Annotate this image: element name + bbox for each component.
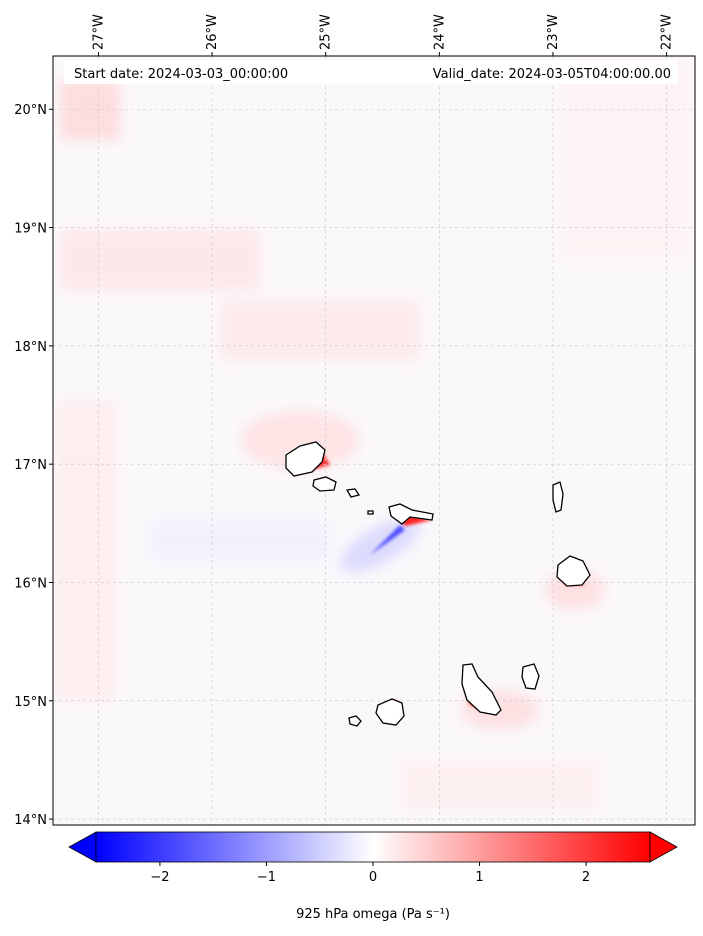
- lon-tick-label: 24°W: [432, 14, 447, 50]
- lon-tick-label: 22°W: [660, 14, 675, 50]
- lat-tick-label: 16°N: [14, 576, 47, 591]
- colorbar-tick-label: −2: [150, 870, 169, 885]
- lon-tick-label: 26°W: [205, 14, 220, 50]
- lat-tick-label: 19°N: [14, 222, 47, 237]
- colorbar-tick-label: 1: [475, 870, 483, 885]
- colorbar-tick-label: 2: [582, 870, 590, 885]
- lat-tick-label: 20°N: [14, 103, 47, 118]
- start-date-text: Start date: 2024-03-03_00:00:00: [74, 67, 288, 82]
- colorbar-tick-label: 0: [369, 870, 377, 885]
- island-ilheu: [367, 510, 374, 515]
- island-fogo: [375, 698, 405, 726]
- valid-date-text: Valid_date: 2024-03-05T04:00:00.00: [433, 67, 671, 82]
- colorbar-body: [95, 831, 651, 863]
- lon-tick-label: 25°W: [319, 14, 334, 50]
- colorbar-extend-max: [649, 831, 678, 863]
- colorbar-ticks: −2 −1 0 1 2: [150, 862, 590, 885]
- colorbar: −2 −1 0 1 2 925 hPa omega (Pa s⁻¹): [68, 831, 678, 922]
- header-strip: [64, 60, 678, 84]
- island-sal: [552, 481, 564, 513]
- latitude-ticks: 20°N 19°N 18°N 17°N 16°N 15°N 14°N: [14, 103, 53, 828]
- island-brava: [348, 715, 362, 727]
- lon-tick-label: 23°W: [546, 14, 561, 50]
- colorbar-extend-min: [68, 831, 97, 863]
- map-frame: [52, 55, 696, 826]
- gridlines: [53, 56, 695, 825]
- lon-tick-label: 27°W: [91, 14, 106, 50]
- island-santiago: [461, 663, 502, 716]
- island-santo-antao: [285, 441, 326, 477]
- lat-tick-label: 14°N: [14, 813, 47, 828]
- island-sao-nicolau: [388, 503, 434, 525]
- omega-field: [53, 56, 695, 825]
- longitude-ticks: 27°W 26°W 25°W 24°W 23°W 22°W: [91, 14, 675, 56]
- island-maio: [521, 663, 540, 690]
- lat-tick-label: 18°N: [14, 340, 47, 355]
- island-coastlines: [285, 441, 591, 727]
- colorbar-label: 925 hPa omega (Pa s⁻¹): [296, 907, 450, 922]
- lat-tick-label: 17°N: [14, 458, 47, 473]
- island-santa-luzia: [345, 488, 361, 498]
- island-boa-vista: [556, 555, 591, 587]
- lat-tick-label: 15°N: [14, 695, 47, 710]
- colorbar-tick-label: −1: [257, 870, 276, 885]
- island-sao-vicente: [312, 476, 337, 492]
